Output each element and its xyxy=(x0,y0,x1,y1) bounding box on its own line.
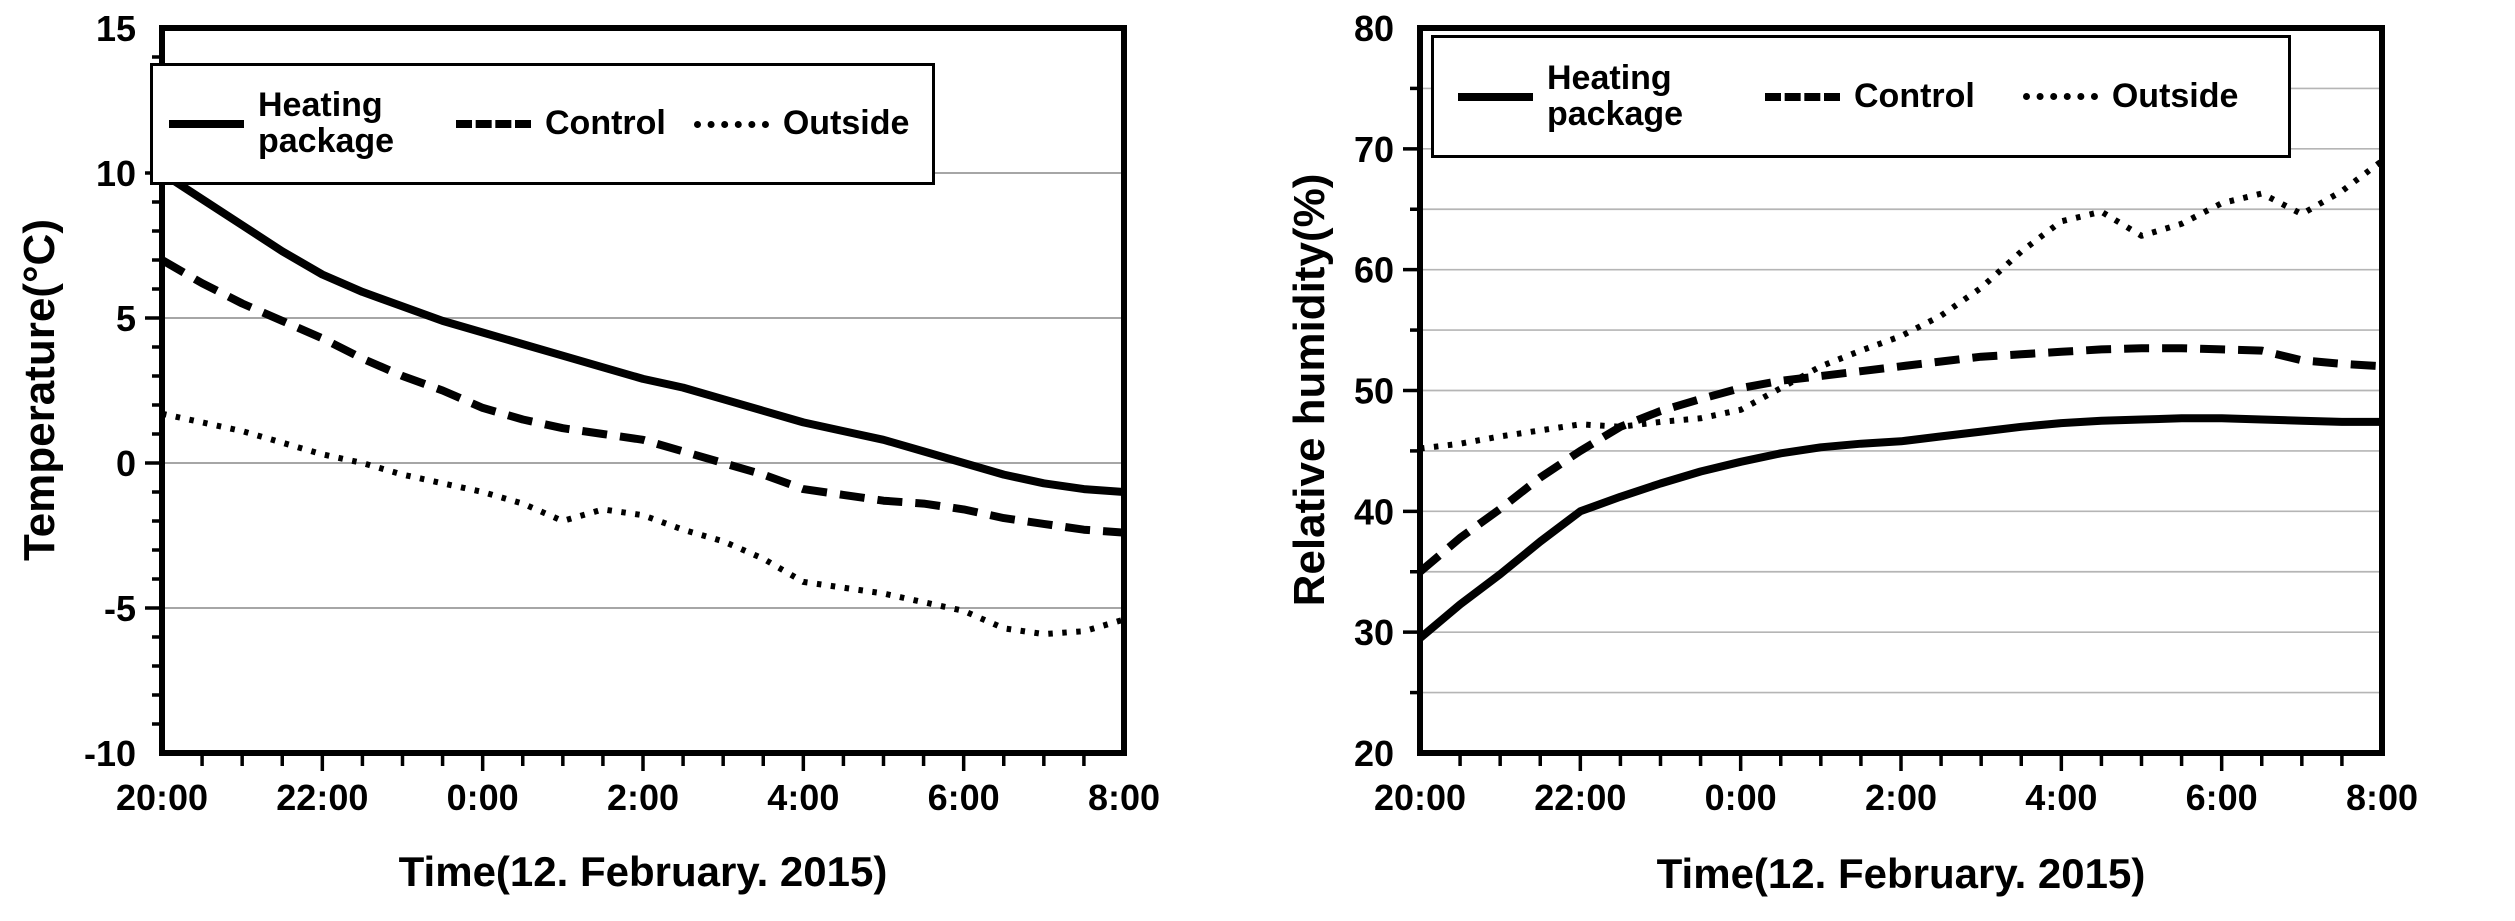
x-tick-label: 2:00 xyxy=(607,777,679,818)
series-control-line xyxy=(1417,344,2383,575)
legend-entry-outside: Outside xyxy=(693,104,910,143)
y-tick-label: 30 xyxy=(1354,612,1394,653)
x-tick-label: 20:00 xyxy=(116,777,208,818)
y-tick-label: -5 xyxy=(104,588,136,629)
legend-label-heating-package: Heating package xyxy=(1547,58,1684,133)
legend-label-control: Control xyxy=(545,104,666,143)
legend-entry-heating-package: Heating package xyxy=(169,86,428,160)
legend-label-control: Control xyxy=(1854,76,1975,115)
legend-entry-control: Control xyxy=(456,104,666,143)
series-outside-line xyxy=(1419,158,2384,452)
y-tick-label: 70 xyxy=(1354,129,1394,170)
legend-label-outside: Outside xyxy=(2111,76,2239,115)
legend-label-heating-package: Heating package xyxy=(258,86,395,160)
x-tick-label: 22:00 xyxy=(276,777,368,818)
x-tick-label: 4:00 xyxy=(767,777,839,818)
x-tick-label: 8:00 xyxy=(2346,777,2418,818)
y-tick-label: -10 xyxy=(84,733,136,774)
legend-solid-line-icon xyxy=(169,120,244,128)
legend-entry-control: Control xyxy=(1765,76,1975,115)
y-tick-label: 20 xyxy=(1354,733,1394,774)
x-tick-label: 22:00 xyxy=(1534,777,1626,818)
y-tick-label: 5 xyxy=(116,298,136,339)
legend-dotted-line-icon xyxy=(2022,93,2098,100)
x-tick-label: 6:00 xyxy=(928,777,1000,818)
series-heating-package-line xyxy=(1417,414,2382,642)
series-control-line xyxy=(159,256,1125,537)
legend-entry-outside: Outside xyxy=(2022,76,2239,115)
legend-solid-line-icon xyxy=(1458,92,1533,101)
y-tick-label: 50 xyxy=(1354,371,1394,412)
temperature-legend: Heating package Control Outside xyxy=(150,63,935,185)
y-tick-label: 40 xyxy=(1354,491,1394,532)
x-tick-label: 2:00 xyxy=(1865,777,1937,818)
legend-label-outside: Outside xyxy=(782,104,910,143)
y-tick-label: 60 xyxy=(1354,250,1394,291)
humidity-chart: Relative humidity(%) 80 70 60 50 40 30 20 20:00… xyxy=(1258,0,2515,921)
legend-dashed-line-icon xyxy=(1765,92,1840,101)
x-tick-label: 4:00 xyxy=(2025,777,2097,818)
x-tick-label: 6:00 xyxy=(2186,777,2258,818)
temperature-chart: Temperature(°C) 15 10 5 0 -5 -10 20:00 22:00 0:0… xyxy=(0,0,1257,921)
legend-entry-heating-package: Heating package xyxy=(1458,58,1717,133)
legend-dashed-line-icon xyxy=(456,120,531,128)
humidity-legend: Heating package Control Outside xyxy=(1431,35,2291,158)
x-tick-label: 0:00 xyxy=(447,777,519,818)
series-outside-line xyxy=(161,410,1125,638)
x-tick-label: 0:00 xyxy=(1705,777,1777,818)
y-tick-label: 0 xyxy=(116,443,136,484)
y-tick-label: 10 xyxy=(96,153,136,194)
x-tick-label: 8:00 xyxy=(1088,777,1160,818)
x-tick-label: 20:00 xyxy=(1374,777,1466,818)
legend-dotted-line-icon xyxy=(693,120,769,128)
humidity-x-axis-title: Time(12. February. 2015) xyxy=(1656,850,2146,897)
temperature-x-axis-title: Time(12. February. 2015) xyxy=(398,848,888,895)
series-heating-package-line xyxy=(159,169,1125,496)
y-tick-label: 80 xyxy=(1354,8,1394,49)
y-tick-label: 15 xyxy=(96,8,136,49)
